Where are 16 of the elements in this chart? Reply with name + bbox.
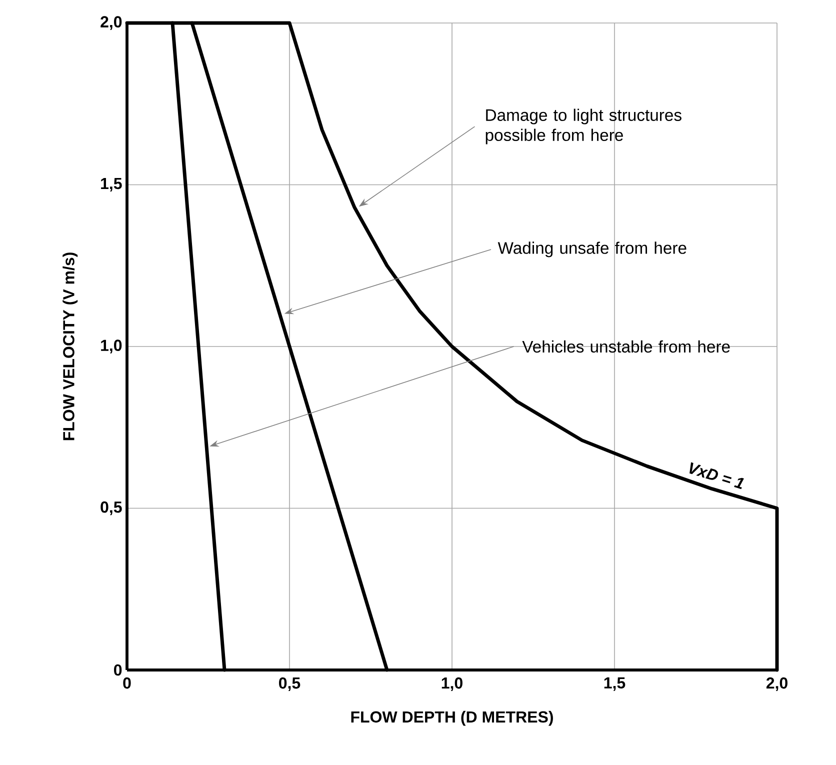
annotation: Wading unsafe from here xyxy=(498,242,686,258)
y-tick-label: 1,0 xyxy=(101,340,122,354)
annotation: Damage to light structures possible from here xyxy=(486,108,682,144)
y-tick-label: 1,5 xyxy=(101,178,122,192)
annotation: Vehicles unstable from here xyxy=(522,340,730,353)
x-tick-label: 1,0 xyxy=(442,677,462,692)
y-axis-title: FLOW VELOCITY (V m/s) xyxy=(62,252,78,440)
y-tick-label: 0 xyxy=(114,664,122,676)
y-tick-label: 0,5 xyxy=(100,501,122,516)
y-tick-label: 2,0 xyxy=(100,16,122,30)
annotation: VxD = 1 xyxy=(690,462,744,490)
x-tick-label: 1,5 xyxy=(604,677,626,691)
x-tick-label: 0 xyxy=(123,677,131,689)
x-axis-title: FLOW DEPTH (D METRES) xyxy=(351,710,553,726)
x-tick-label: 0,5 xyxy=(279,677,300,692)
x-tick-label: 2,0 xyxy=(766,677,788,692)
